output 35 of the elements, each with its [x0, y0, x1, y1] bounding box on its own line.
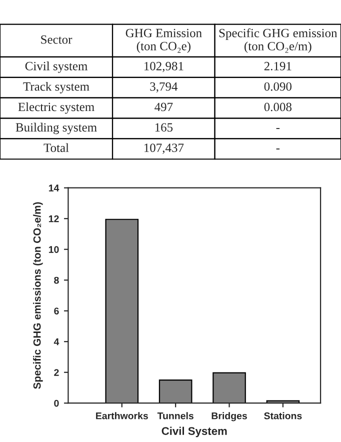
- category-label: GHG Emission (ton CO₂e): [126, 28, 202, 53]
- text: 0.008: [264, 102, 292, 112]
- y-tick-label: 12: [48, 215, 59, 222]
- y-axis-title: Specific GHG emissions (ton CO₂e/m): [33, 202, 43, 389]
- text: Civil system: [25, 62, 88, 73]
- x-tick-label: Earthworks: [96, 412, 148, 420]
- bar: [212, 372, 246, 404]
- text: Track system: [23, 82, 90, 94]
- x-tick-label: Tunnels: [157, 412, 194, 420]
- category-label: Sector: [41, 35, 72, 44]
- y-tick-label: 6: [54, 308, 59, 314]
- x-axis-title: Civil System: [162, 426, 227, 438]
- x-tick-label: Stations: [264, 412, 302, 420]
- x-tick-label: Bridges: [212, 412, 247, 422]
- y-tick-label: 0: [54, 400, 59, 407]
- text: -: [276, 148, 280, 150]
- text: Electric system: [18, 102, 94, 114]
- text: 2.191: [264, 62, 292, 70]
- bar: [105, 218, 139, 404]
- y-tick-label: 4: [54, 338, 60, 346]
- text: 107,437: [144, 144, 184, 154]
- y-tick-label: 10: [48, 246, 59, 253]
- text: 3,794: [150, 82, 178, 93]
- y-tick-label: 2: [54, 369, 59, 376]
- category-label: Specific GHG emission (ton CO₂e/m): [219, 28, 338, 53]
- bar: [158, 379, 192, 404]
- text: -: [276, 128, 280, 130]
- text: 497: [154, 102, 173, 112]
- text: Building system: [16, 122, 97, 134]
- text: 102,981: [144, 62, 184, 72]
- y-tick-label: 8: [54, 276, 59, 284]
- text: 165: [155, 123, 173, 132]
- y-tick-label: 14: [48, 184, 60, 192]
- text: 0.090: [264, 82, 292, 91]
- text: Total: [44, 143, 69, 152]
